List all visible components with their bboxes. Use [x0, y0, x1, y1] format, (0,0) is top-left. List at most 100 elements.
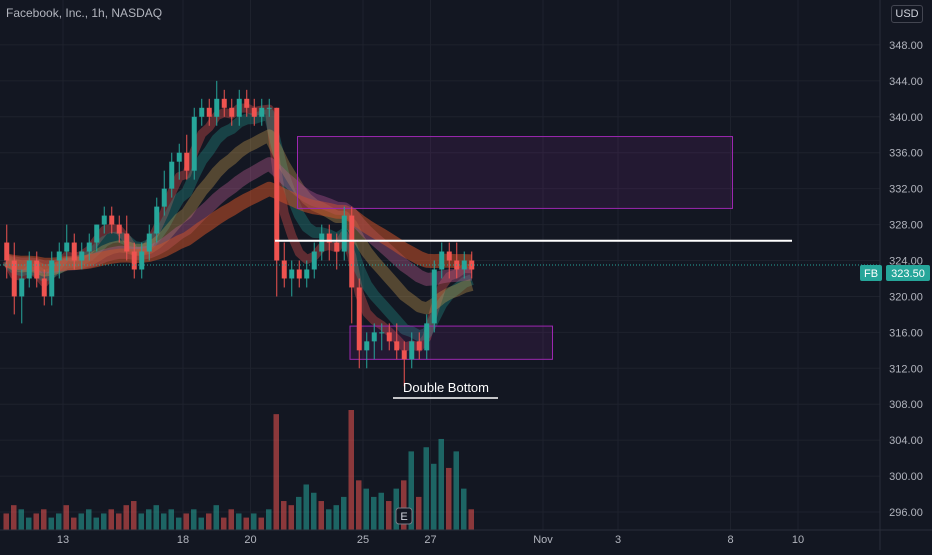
volume-bar	[453, 451, 459, 530]
candle-body	[431, 269, 437, 324]
candle-body	[19, 278, 25, 297]
volume-bar	[461, 488, 467, 530]
candle-body	[71, 242, 77, 261]
volume-bar	[281, 501, 287, 530]
volume-bar	[236, 513, 242, 530]
x-tick-label: 25	[357, 534, 369, 546]
candle-body	[349, 215, 355, 288]
x-tick-label: 8	[727, 534, 733, 546]
candle-body	[229, 107, 235, 117]
volume-bar	[108, 509, 114, 530]
y-tick-label: 320.00	[889, 291, 923, 303]
candle-body	[79, 251, 85, 261]
volume-bar	[423, 447, 429, 530]
candle-body	[394, 341, 400, 351]
candle-body	[334, 242, 340, 252]
candle-body	[199, 107, 205, 117]
volume-bar	[116, 513, 122, 530]
x-tick-label: 10	[792, 534, 804, 546]
volume-bar	[318, 501, 324, 530]
candle-body	[34, 260, 40, 279]
volume-bar	[33, 513, 39, 530]
y-tick-label: 340.00	[889, 112, 923, 124]
volume-bar	[153, 505, 159, 530]
volume-bar	[213, 505, 219, 530]
volume-bar	[333, 505, 339, 530]
candle-body	[386, 332, 392, 342]
volume-bar	[228, 509, 234, 530]
candle-body	[379, 332, 385, 334]
volume-bar	[386, 501, 392, 530]
candle-body	[461, 260, 467, 270]
volume-bar	[378, 492, 384, 530]
y-tick-label: 348.00	[889, 40, 923, 52]
candle-body	[244, 98, 250, 108]
candle-body	[281, 260, 287, 279]
horizontal-lines[interactable]	[0, 239, 880, 266]
volume-bar	[431, 463, 437, 530]
candle-body	[49, 260, 55, 297]
y-tick-label: 312.00	[889, 363, 923, 375]
candle-body	[154, 206, 160, 234]
volume-bar	[138, 513, 144, 530]
x-tick-label: 18	[177, 534, 189, 546]
y-tick-label: 300.00	[889, 471, 923, 483]
volume-bar	[363, 488, 369, 530]
candle-body	[11, 260, 17, 297]
volume-bar	[243, 517, 249, 530]
volume-bar	[303, 484, 309, 530]
candle-body	[64, 242, 70, 252]
volume-bar	[393, 488, 399, 530]
candle-body	[4, 242, 10, 261]
candle-body	[109, 215, 115, 225]
candle-body	[101, 215, 107, 225]
volume-bar	[56, 513, 62, 530]
candle-body	[56, 251, 62, 261]
candle-body	[146, 233, 152, 252]
volume-bar	[288, 505, 294, 530]
volume-bar	[416, 496, 422, 530]
candle-body	[131, 251, 137, 270]
volume-bar	[176, 517, 182, 530]
volume-bar	[311, 492, 317, 530]
currency-button[interactable]: USD	[891, 5, 923, 23]
candle-body	[236, 98, 242, 117]
volume-bar	[26, 517, 32, 530]
volume-bar	[371, 496, 377, 530]
candle-body	[371, 332, 377, 342]
volume-bar	[146, 509, 152, 530]
volume-bar	[341, 496, 347, 530]
volume-bar	[198, 517, 204, 530]
candle-body	[206, 107, 212, 117]
volume-bar	[258, 517, 264, 530]
candle-body	[169, 161, 175, 189]
volume-bar	[183, 513, 189, 530]
candle-body	[124, 233, 130, 252]
volume-bar	[18, 509, 24, 530]
candle-body	[259, 107, 265, 117]
chart-title: Facebook, Inc., 1h, NASDAQ	[6, 6, 163, 20]
volume-bar	[131, 501, 137, 530]
volume-bar	[266, 509, 272, 530]
candle-body	[191, 116, 197, 171]
volume-bar	[191, 509, 197, 530]
candle-body	[214, 98, 220, 117]
candle-body	[251, 107, 257, 117]
y-tick-label: 304.00	[889, 435, 923, 447]
candle-body	[311, 251, 317, 270]
candle-body	[341, 215, 347, 252]
y-tick-label: 316.00	[889, 327, 923, 339]
volume-bar	[446, 467, 452, 530]
candle-body	[221, 98, 227, 108]
volume-bar	[86, 509, 92, 530]
candle-body	[409, 341, 415, 360]
candle-body	[289, 269, 295, 279]
x-tick-label: 20	[244, 534, 256, 546]
candle-body	[416, 341, 422, 351]
zones[interactable]	[297, 136, 733, 360]
candle-body	[184, 152, 190, 171]
volume-bar	[101, 513, 107, 530]
